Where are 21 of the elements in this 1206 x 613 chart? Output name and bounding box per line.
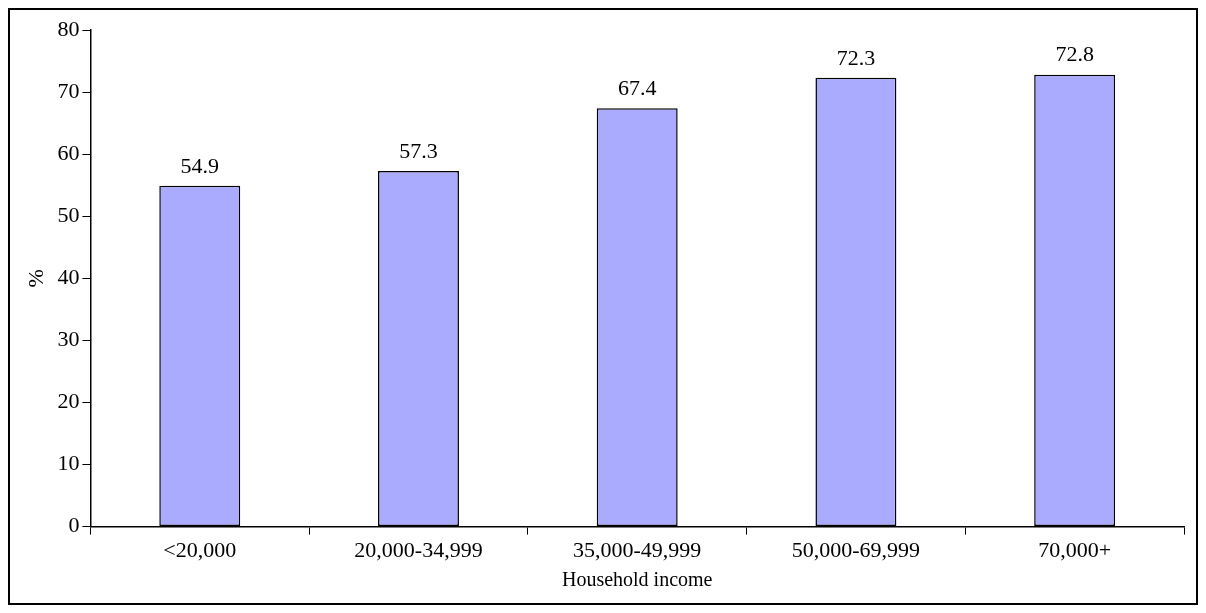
- y-tick-label: 30: [57, 326, 80, 352]
- y-tick-label: 50: [57, 202, 80, 228]
- y-tick-label: 40: [57, 264, 80, 290]
- y-axis-title: %: [22, 269, 48, 288]
- y-tick-label: 60: [57, 139, 80, 165]
- data-label: 72.3: [836, 44, 876, 70]
- x-tick-label: <20,000: [163, 536, 237, 562]
- y-tick-label: 70: [57, 77, 80, 103]
- data-label: 54.9: [180, 152, 220, 178]
- x-axis-title: Household income: [561, 568, 713, 591]
- data-label: 67.4: [617, 75, 657, 100]
- x-tick-label: 35,000-49,999: [573, 536, 702, 562]
- x-tick-label: 70,000+: [1038, 536, 1112, 562]
- data-label: 57.3: [399, 137, 438, 163]
- y-tick-label: 10: [57, 450, 80, 476]
- y-tick-label: 20: [57, 388, 80, 414]
- x-tick-label: 50,000-69,999: [791, 536, 921, 562]
- y-tick-label: 0: [68, 512, 80, 538]
- data-label: 72.8: [1055, 41, 1094, 67]
- x-tick-label: 20,000-34,999: [354, 536, 483, 562]
- y-tick-label: 80: [57, 15, 80, 41]
